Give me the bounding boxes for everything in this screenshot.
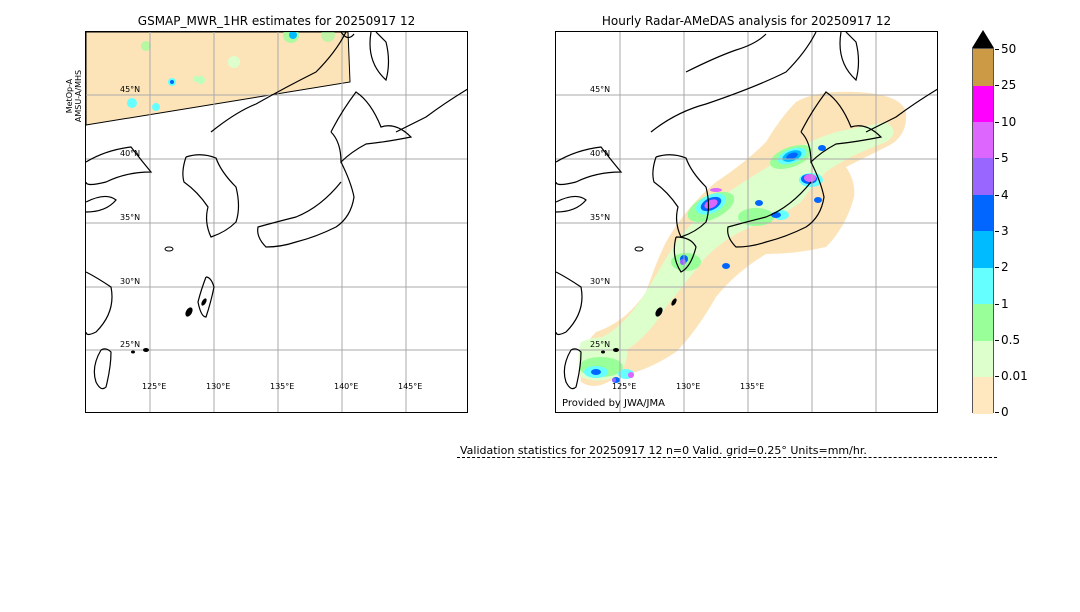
right-lon-label-130: 130°E <box>676 382 701 391</box>
left-map: 45°N 40°N 35°N 30°N 25°N 125°E 130°E 135… <box>85 31 468 413</box>
colorbar-extend-arrow <box>972 30 994 48</box>
colorbar-tick <box>995 267 999 268</box>
colorbar-tick <box>995 195 999 196</box>
left-lon-label-145: 145°E <box>398 382 423 391</box>
right-lon-label-125: 125°E <box>612 382 637 391</box>
colorbar-segment-1-2 <box>973 268 993 304</box>
colorbar-segment-3-4 <box>973 195 993 231</box>
left-lon-label-125: 125°E <box>142 382 167 391</box>
colorbar-segment-0.01-0.5 <box>973 341 993 377</box>
colorbar-segment-2-3 <box>973 231 993 268</box>
left-lat-label-30: 30°N <box>120 277 141 286</box>
colorbar-label-5: 5 <box>1001 151 1009 165</box>
colorbar-label-25: 25 <box>1001 78 1017 92</box>
left-map-title: GSMAP_MWR_1HR estimates for 20250917 12 <box>137 14 416 28</box>
colorbar-tick <box>995 304 999 305</box>
left-lon-label-140: 140°E <box>334 382 359 391</box>
right-lat-label-30: 30°N <box>590 277 611 286</box>
colorbar-segment-0.5-1 <box>973 304 993 341</box>
colorbar-tick <box>995 49 999 50</box>
left-lat-label-25: 25°N <box>120 340 141 349</box>
data-credit: Provided by JWA/JMA <box>562 398 665 409</box>
colorbar-tick <box>995 376 999 377</box>
left-lon-label-135: 135°E <box>270 382 295 391</box>
colorbar-segment-5-10 <box>973 122 993 158</box>
colorbar-segment-4-5 <box>973 158 993 195</box>
right-lat-label-45: 45°N <box>590 85 611 94</box>
left-lat-label-35: 35°N <box>120 213 141 222</box>
colorbar-segment-0-0.01 <box>973 377 993 414</box>
colorbar-label-10: 10 <box>1001 115 1017 129</box>
validation-statistics: Validation statistics for 20250917 12 n=… <box>460 444 867 457</box>
right-lat-label-40: 40°N <box>590 149 611 158</box>
right-lon-label-135: 135°E <box>740 382 765 391</box>
colorbar-segment-25-50 <box>973 49 993 86</box>
right-map: 45°N 40°N 35°N 30°N 25°N 125°E 130°E 135… <box>555 31 938 413</box>
colorbar-label-1: 1 <box>1001 297 1009 311</box>
colorbar-label-3: 3 <box>1001 224 1009 238</box>
left-map-canvas <box>86 32 467 412</box>
colorbar-label-50: 50 <box>1001 42 1017 56</box>
validation-divider <box>457 457 997 458</box>
colorbar-segment-10-25 <box>973 86 993 122</box>
satellite-label: MetOp-A AMSU-A/MHS <box>65 66 83 126</box>
right-map-canvas <box>556 32 937 412</box>
colorbar-tick <box>995 231 999 232</box>
colorbar-label-0.01: 0.01 <box>1001 369 1028 383</box>
right-map-title: Hourly Radar-AMeDAS analysis for 2025091… <box>601 14 892 28</box>
colorbar-tick <box>995 340 999 341</box>
colorbar-tick <box>995 85 999 86</box>
left-lon-label-130: 130°E <box>206 382 231 391</box>
colorbar-label-0.5: 0.5 <box>1001 333 1021 347</box>
colorbar-label-0: 0 <box>1001 405 1009 419</box>
satellite-label-line1: MetOp-A <box>65 78 74 114</box>
colorbar-tick <box>995 412 999 413</box>
right-lat-label-35: 35°N <box>590 213 611 222</box>
colorbar <box>972 48 994 414</box>
left-lat-label-45: 45°N <box>120 85 141 94</box>
colorbar-label-2: 2 <box>1001 260 1009 274</box>
right-lat-label-25: 25°N <box>590 340 611 349</box>
colorbar-label-4: 4 <box>1001 188 1009 202</box>
colorbar-tick <box>995 158 999 159</box>
satellite-label-line2: AMSU-A/MHS <box>74 69 83 123</box>
colorbar-tick <box>995 122 999 123</box>
left-lat-label-40: 40°N <box>120 149 141 158</box>
